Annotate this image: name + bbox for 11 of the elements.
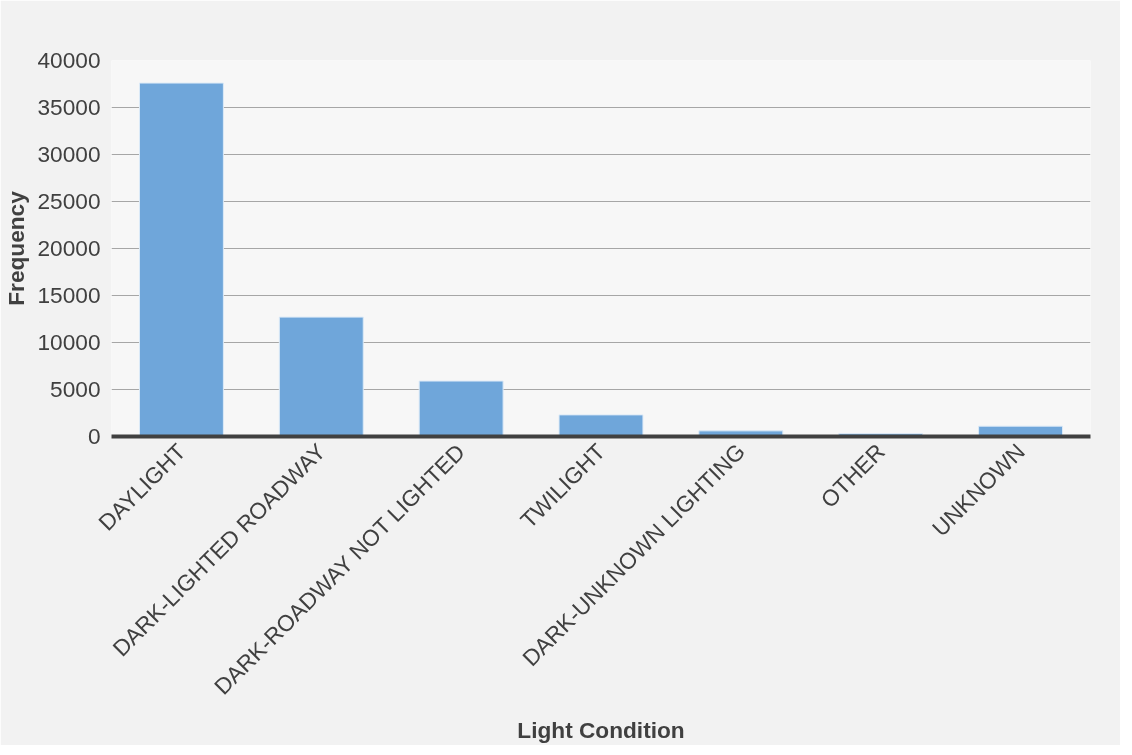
x-axis-title: Light Condition (517, 716, 685, 743)
y-tick-label: 40000 (37, 47, 101, 73)
y-tick-label: 35000 (37, 94, 101, 120)
y-tick-label: 15000 (37, 282, 101, 308)
y-tick-label: 0 (87, 423, 101, 449)
y-tick-label: 30000 (37, 141, 101, 167)
y-axis-title: Frequency (3, 190, 30, 306)
y-tick-label: 5000 (50, 376, 101, 402)
y-tick-label: 20000 (37, 235, 101, 261)
y-tick-label: 25000 (37, 188, 101, 214)
y-tick-label: 10000 (37, 329, 101, 355)
